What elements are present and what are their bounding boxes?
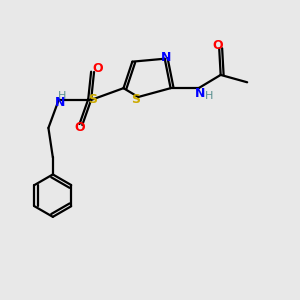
Text: H: H [58, 91, 66, 100]
Text: H: H [205, 92, 213, 101]
Text: N: N [55, 96, 65, 110]
Text: S: S [131, 93, 140, 106]
Text: O: O [212, 39, 223, 52]
Text: N: N [195, 87, 205, 100]
Text: O: O [92, 62, 103, 75]
Text: O: O [74, 122, 85, 134]
Text: N: N [161, 51, 171, 64]
Text: S: S [88, 93, 97, 106]
